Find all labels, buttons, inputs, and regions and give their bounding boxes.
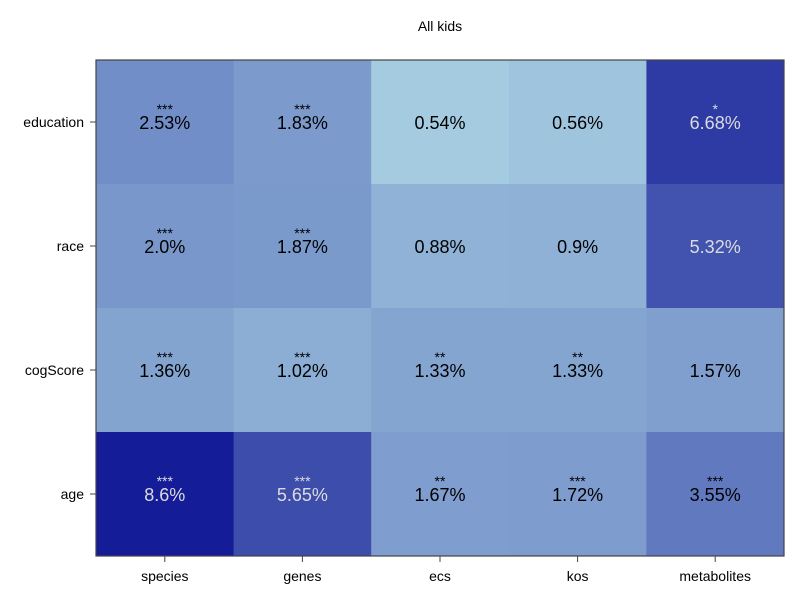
chart-title: All kids xyxy=(418,18,462,34)
cell-significance-education-genes: *** xyxy=(294,101,311,117)
cell-significance-cogScore-ecs: ** xyxy=(435,349,446,365)
cell-value-race-species: 2.0% xyxy=(144,237,185,257)
heatmap-cell-cogScore-genes xyxy=(233,308,372,433)
cell-significance-race-genes: *** xyxy=(294,225,311,241)
x-axis: species genes ecs kos metabolites xyxy=(141,556,751,584)
cell-significance-age-metabolites: *** xyxy=(707,473,724,489)
heatmap-cell-race-ecs xyxy=(371,184,510,309)
heatmap-cells xyxy=(96,60,785,557)
cell-value-cogScore-ecs: 1.33% xyxy=(414,361,465,381)
heatmap-cell-education-genes xyxy=(233,60,372,185)
cell-value-race-ecs: 0.88% xyxy=(414,237,465,257)
heatmap-cell-race-kos xyxy=(508,184,647,309)
cell-value-education-kos: 0.56% xyxy=(552,113,603,133)
cell-value-age-kos: 1.72% xyxy=(552,485,603,505)
x-tick-label-kos: kos xyxy=(567,568,589,584)
y-tick-label-education: education xyxy=(23,114,84,130)
heatmap-cell-cogScore-species xyxy=(96,308,235,433)
y-axis: education race cogScore age xyxy=(23,114,96,502)
cell-value-age-genes: 5.65% xyxy=(277,485,328,505)
heatmap-cell-race-metabolites xyxy=(646,184,785,309)
heatmap-cell-age-metabolites xyxy=(646,432,785,557)
heatmap-cell-education-species xyxy=(96,60,235,185)
heatmap-cell-race-species xyxy=(96,184,235,309)
x-tick-label-ecs: ecs xyxy=(429,568,451,584)
y-tick-label-race: race xyxy=(57,238,84,254)
cell-value-age-species: 8.6% xyxy=(144,485,185,505)
x-tick-label-metabolites: metabolites xyxy=(679,568,751,584)
cell-value-education-ecs: 0.54% xyxy=(414,113,465,133)
cell-significance-age-species: *** xyxy=(157,473,174,489)
cell-value-cogScore-kos: 1.33% xyxy=(552,361,603,381)
y-tick-label-age: age xyxy=(61,486,85,502)
cell-value-education-genes: 1.83% xyxy=(277,113,328,133)
cell-value-education-metabolites: 6.68% xyxy=(690,113,741,133)
cell-value-race-genes: 1.87% xyxy=(277,237,328,257)
cell-value-cogScore-genes: 1.02% xyxy=(277,361,328,381)
cell-value-cogScore-metabolites: 1.57% xyxy=(690,361,741,381)
y-tick-label-cogScore: cogScore xyxy=(25,362,84,378)
heatmap-cell-education-ecs xyxy=(371,60,510,185)
cell-significance-age-genes: *** xyxy=(294,473,311,489)
cell-value-cogScore-species: 1.36% xyxy=(139,361,190,381)
cell-significance-race-species: *** xyxy=(157,225,174,241)
cell-value-race-kos: 0.9% xyxy=(557,237,598,257)
heatmap-cell-education-metabolites xyxy=(646,60,785,185)
heatmap-cell-labels: ***2.53%***1.83% 0.54% 0.56%*6.68%***2.0%*… xyxy=(139,101,740,505)
cell-significance-age-ecs: ** xyxy=(435,473,446,489)
cell-value-age-ecs: 1.67% xyxy=(414,485,465,505)
x-tick-label-species: species xyxy=(141,568,188,584)
heatmap-cell-age-species xyxy=(96,432,235,557)
cell-value-age-metabolites: 3.55% xyxy=(690,485,741,505)
heatmap-cell-age-ecs xyxy=(371,432,510,557)
heatmap-cell-age-genes xyxy=(233,432,372,557)
cell-significance-age-kos: *** xyxy=(569,473,586,489)
x-tick-label-genes: genes xyxy=(283,568,321,584)
heatmap-cell-cogScore-kos xyxy=(508,308,647,433)
cell-significance-education-species: *** xyxy=(157,101,174,117)
heatmap-cell-age-kos xyxy=(508,432,647,557)
heatmap-cell-education-kos xyxy=(508,60,647,185)
heatmap-cell-race-genes xyxy=(233,184,372,309)
cell-value-education-species: 2.53% xyxy=(139,113,190,133)
cell-significance-education-metabolites: * xyxy=(712,101,718,117)
cell-significance-cogScore-species: *** xyxy=(157,349,174,365)
heatmap-cell-cogScore-ecs xyxy=(371,308,510,433)
heatmap-cell-cogScore-metabolites xyxy=(646,308,785,433)
cell-value-race-metabolites: 5.32% xyxy=(690,237,741,257)
cell-significance-cogScore-kos: ** xyxy=(572,349,583,365)
cell-significance-cogScore-genes: *** xyxy=(294,349,311,365)
